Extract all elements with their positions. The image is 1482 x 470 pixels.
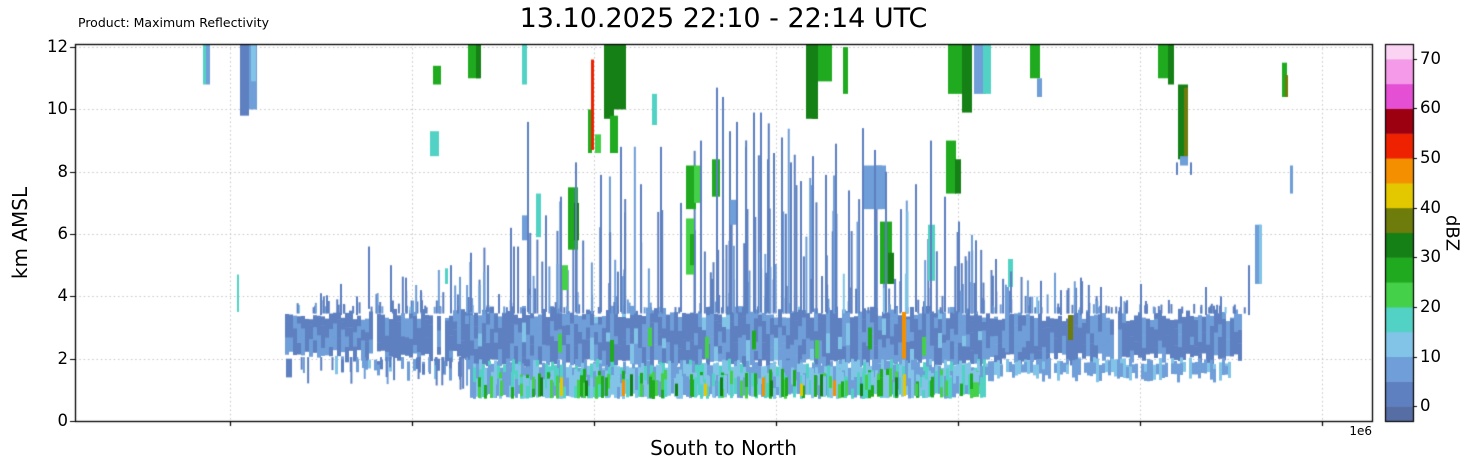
- colorbar-tick-label: 10: [1420, 346, 1441, 366]
- colorbar-tick-label: 40: [1420, 197, 1441, 217]
- y-tick-label: 0: [57, 411, 69, 430]
- y-tick-label: 2: [57, 348, 69, 368]
- colorbar-tick-label: 60: [1420, 98, 1441, 118]
- x-axis-offset-label: 1e6: [1349, 424, 1372, 438]
- colorbar-tick-label: 0: [1420, 396, 1431, 416]
- y-tick-label: 12: [47, 37, 68, 57]
- colorbar-tick-label: 30: [1420, 247, 1441, 267]
- y-tick-label: 4: [57, 286, 69, 306]
- page-title: 13.10.2025 22:10 - 22:14 UTC: [519, 3, 928, 34]
- colorbar-tick-label: 20: [1420, 296, 1441, 316]
- y-tick-label: 8: [57, 161, 69, 181]
- colorbar-tick-label: 70: [1420, 48, 1441, 68]
- y-tick-label: 6: [57, 224, 69, 244]
- product-label: Product: Maximum Reflectivity: [78, 15, 270, 30]
- x-axis-label: South to North: [650, 436, 797, 460]
- colorbar-tick-label: 50: [1420, 148, 1441, 168]
- y-tick-label: 10: [47, 99, 68, 119]
- colorbar-label: dBZ: [1441, 214, 1463, 252]
